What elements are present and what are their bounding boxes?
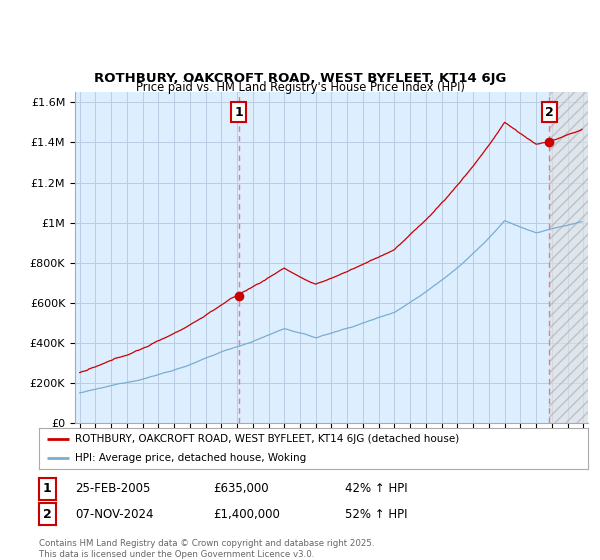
Text: 2: 2 [545,106,554,119]
Text: HPI: Average price, detached house, Woking: HPI: Average price, detached house, Woki… [74,453,306,463]
Text: 1: 1 [235,106,244,119]
Text: 1: 1 [43,482,52,496]
Text: ROTHBURY, OAKCROFT ROAD, WEST BYFLEET, KT14 6JG (detached house): ROTHBURY, OAKCROFT ROAD, WEST BYFLEET, K… [74,435,459,444]
Text: 07-NOV-2024: 07-NOV-2024 [75,507,154,521]
Text: 25-FEB-2005: 25-FEB-2005 [75,482,151,496]
Text: Contains HM Land Registry data © Crown copyright and database right 2025.
This d: Contains HM Land Registry data © Crown c… [39,539,374,559]
Text: 52% ↑ HPI: 52% ↑ HPI [345,507,407,521]
Bar [550,92,588,423]
Text: 2: 2 [43,507,52,521]
Text: 42% ↑ HPI: 42% ↑ HPI [345,482,407,496]
Text: ROTHBURY, OAKCROFT ROAD, WEST BYFLEET, KT14 6JG: ROTHBURY, OAKCROFT ROAD, WEST BYFLEET, K… [94,72,506,85]
Text: £635,000: £635,000 [213,482,269,496]
Text: £1,400,000: £1,400,000 [213,507,280,521]
Text: Price paid vs. HM Land Registry's House Price Index (HPI): Price paid vs. HM Land Registry's House … [136,81,464,94]
